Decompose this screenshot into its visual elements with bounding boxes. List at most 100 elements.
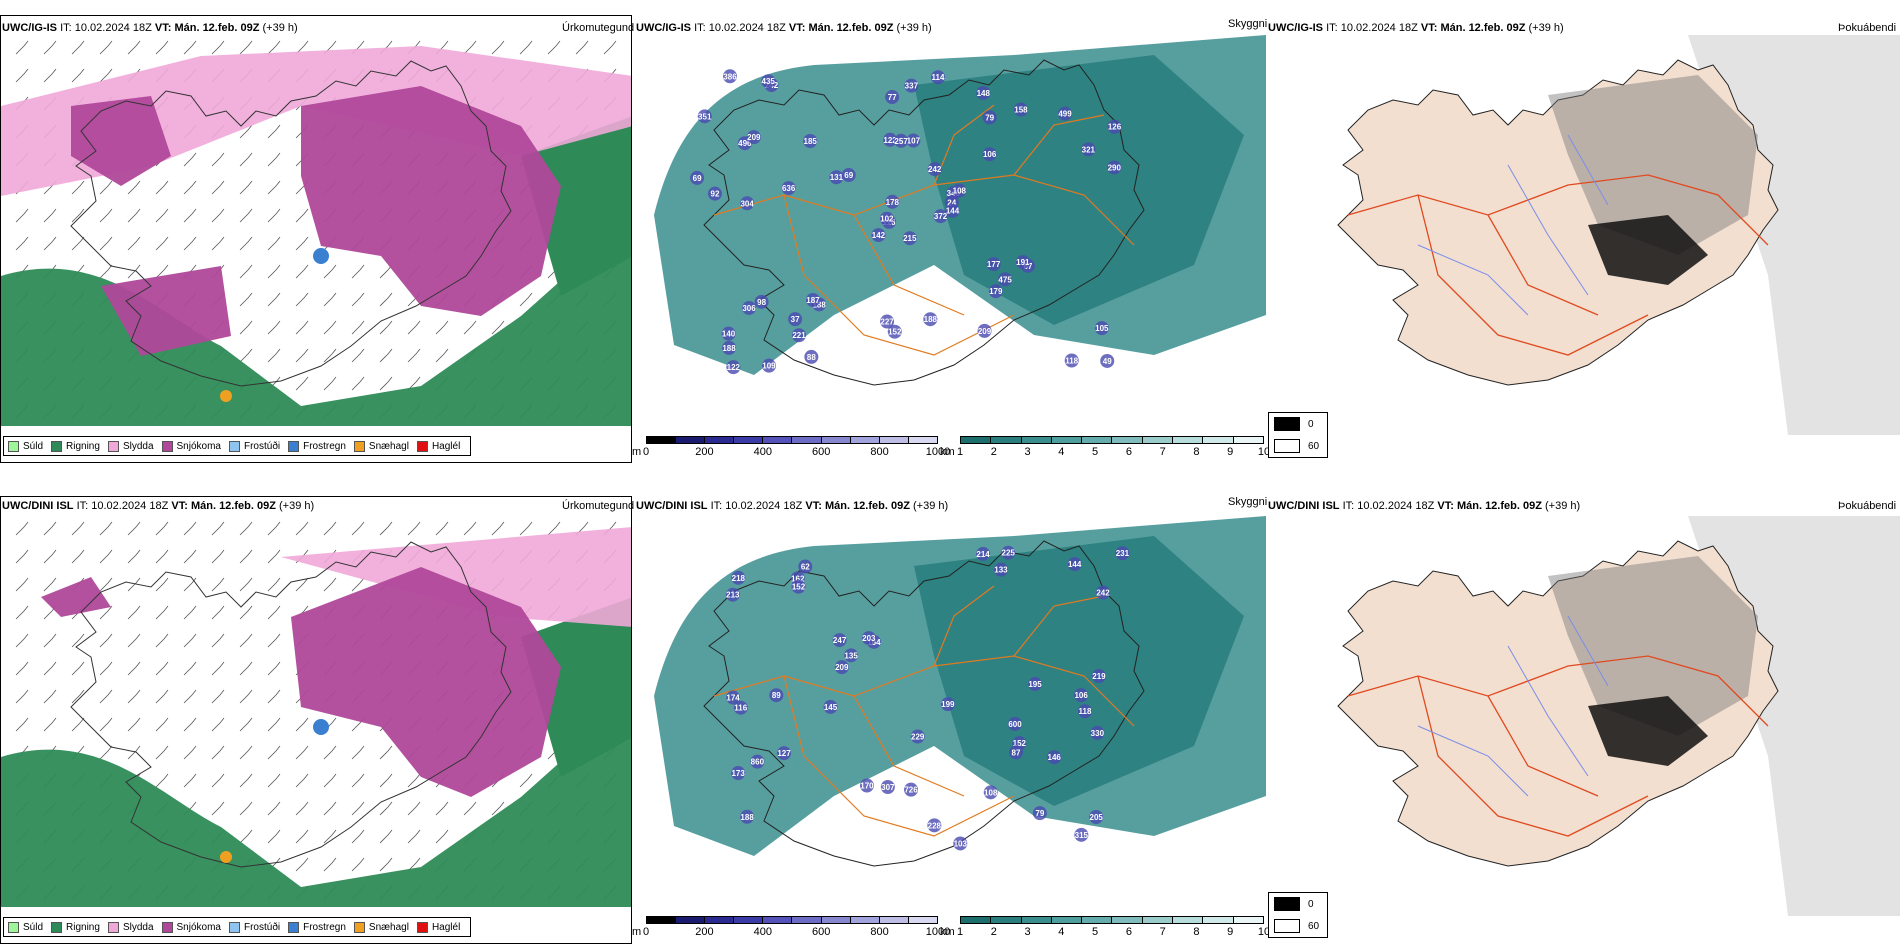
snow-depth-label: 174	[726, 694, 740, 703]
wind-barb	[183, 521, 197, 536]
wind-barb	[295, 320, 309, 335]
snow-depth-blob	[1094, 321, 1109, 336]
snow-depth-label: 372	[934, 212, 948, 221]
snow-depth-blob	[945, 203, 960, 218]
wind-barb	[71, 236, 85, 251]
header-row1-panel3: UWC/IG-IS IT: 10.02.2024 18Z VT: Mán. 12…	[1268, 22, 1564, 34]
snow-depth-blob	[904, 78, 919, 93]
scale-tick-label: 5	[1092, 926, 1099, 938]
scale-cell	[792, 437, 822, 443]
scale-tick-label: 2	[990, 926, 997, 938]
snow-depth-blob	[982, 147, 997, 162]
road-network	[713, 104, 1135, 356]
wind-barb	[351, 745, 365, 760]
wind-barb	[155, 689, 169, 704]
wind-barb	[211, 745, 225, 760]
wind-barb	[155, 264, 169, 279]
wind-barb	[295, 236, 309, 251]
snow-pellets-spot	[220, 390, 232, 402]
snow-depth-blob	[834, 660, 849, 675]
snow-depth-blob	[726, 360, 741, 375]
snow-depth-label: 257	[894, 137, 908, 146]
legend-item: Súld	[8, 440, 43, 452]
snow-depth-blob	[880, 314, 895, 329]
snow-depth-blob	[976, 85, 991, 100]
wind-barb	[71, 40, 85, 55]
freezing-rain-spot	[313, 719, 329, 735]
wind-barb	[43, 236, 57, 251]
wind-barb	[239, 124, 253, 139]
scale-tick-label: 8	[1193, 446, 1200, 458]
wind-barb	[183, 633, 197, 648]
snow-depth-label: 152	[888, 328, 902, 337]
scale-cell	[1051, 917, 1083, 923]
wind-barb	[71, 208, 85, 223]
snow-depth-blob	[1047, 750, 1062, 765]
header-row1-panel1: UWC/IG-IS IT: 10.02.2024 18Z VT: Mán. 12…	[2, 22, 298, 34]
scale-cell	[734, 917, 764, 923]
snow-depth-label: 173	[731, 769, 745, 778]
wind-barb	[155, 577, 169, 592]
wind-barb	[323, 773, 337, 788]
scale-cell	[763, 917, 793, 923]
snow-depth-label: 106	[983, 150, 997, 159]
legend-label: Rigning	[66, 440, 100, 452]
scale-cell	[1233, 437, 1263, 443]
wind-barb	[211, 208, 225, 223]
scale-tick-label: 4	[1058, 926, 1065, 938]
wind-barb	[407, 857, 421, 872]
wind-barb	[99, 577, 113, 592]
wind-barb	[211, 521, 225, 536]
wind-barb	[155, 549, 169, 564]
wind-barb	[43, 208, 57, 223]
snow-depth-blob	[883, 132, 898, 147]
wind-barb	[155, 40, 169, 55]
wind-barb	[71, 180, 85, 195]
wind-barb	[267, 236, 281, 251]
snow-depth-label: 496	[738, 139, 752, 148]
legend-swatch	[8, 921, 19, 933]
snow-depth-label: 214	[976, 550, 990, 559]
scale-cell	[1142, 917, 1174, 923]
precip-type-map-row1	[1, 40, 631, 426]
snow-depth-blob	[798, 559, 813, 574]
snow-depth-blob	[1107, 119, 1122, 134]
snow-depth-label: 152	[792, 583, 806, 592]
precip-fields-row2	[1, 527, 631, 907]
fog-legend-label: 0	[1308, 418, 1314, 430]
iceland-landmass	[1337, 540, 1779, 867]
freezing-rain-spot	[313, 248, 329, 264]
scale-tick-label: 10	[1257, 446, 1271, 458]
legend-label: Súld	[23, 921, 44, 933]
wind-barb	[295, 264, 309, 279]
snow-depth-label: 321	[1082, 145, 1096, 154]
snow-depth-blob	[769, 688, 784, 703]
snow-depth-blob	[1091, 668, 1106, 683]
snow-depth-blob	[1032, 806, 1047, 821]
wind-barb	[239, 348, 253, 363]
wind-barb	[603, 40, 617, 55]
snow-depth-blob	[880, 779, 895, 794]
snow-depth-label: 108	[984, 788, 998, 797]
wind-barb	[127, 180, 141, 195]
panel-title-visibility-row1: Skyggni	[1228, 18, 1268, 30]
snow-depth-blob	[726, 690, 741, 705]
legend-item: Snjókoma	[161, 921, 221, 933]
snow-depth-blob	[927, 162, 942, 177]
scale-cell	[850, 437, 880, 443]
wind-barb	[323, 577, 337, 592]
snow-depth-blob	[879, 211, 894, 226]
scale-cell	[1021, 437, 1052, 443]
wind-barb	[127, 264, 141, 279]
snow-depth-label: 435	[762, 77, 776, 86]
visibility-scale-unit: km	[940, 446, 955, 458]
legend-item: Slydda	[107, 921, 154, 933]
snow-depth-blob	[1107, 160, 1122, 175]
wind-barb	[71, 633, 85, 648]
wind-barb	[407, 521, 421, 536]
snow-depth-blob	[742, 300, 757, 315]
snow-depth-label: 170	[860, 782, 874, 791]
fog-legend-row2: 0 60	[1268, 892, 1328, 938]
snow-depth-label: 228	[928, 821, 942, 830]
snow-depth-blob	[740, 196, 755, 211]
